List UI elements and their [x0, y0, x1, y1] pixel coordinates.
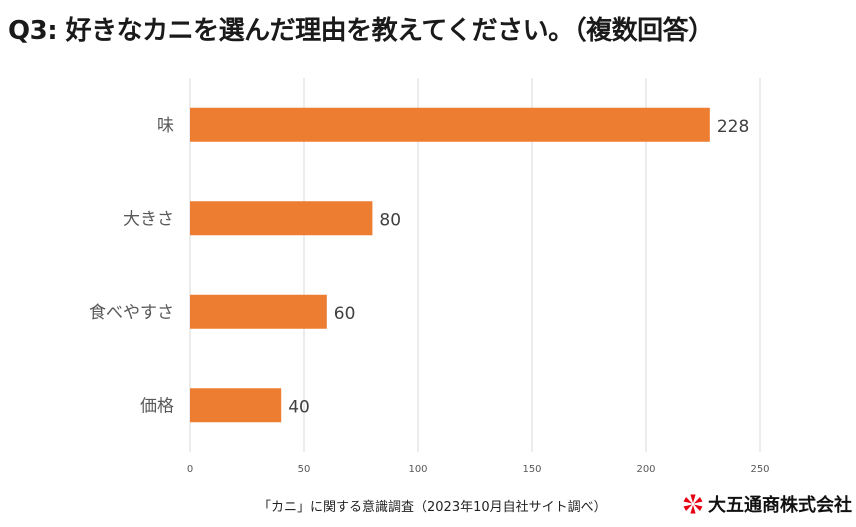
bar: [190, 388, 282, 423]
brand: 大五通商株式会社: [682, 491, 852, 517]
category-label: 味: [157, 116, 174, 136]
bar: [190, 107, 710, 142]
source-note: 「カニ」に関する意識調査（2023年10月自社サイト調べ）: [258, 500, 607, 515]
data-label: 228: [717, 117, 749, 137]
brand-name: 大五通商株式会社: [708, 495, 852, 516]
x-tick-label: 100: [408, 464, 427, 475]
x-tick-label: 150: [522, 464, 541, 475]
category-label: 食べやすさ: [89, 303, 174, 323]
brand-logo-icon: [683, 494, 703, 514]
data-label: 60: [334, 304, 356, 324]
data-label: 40: [288, 397, 310, 417]
x-tick-label: 50: [298, 464, 311, 475]
data-label: 80: [379, 210, 401, 230]
chart-title: Q3: 好きなカニを選んだ理由を教えてください。（複数回答）: [8, 16, 714, 46]
x-tick-label: 250: [750, 464, 769, 475]
category-label: 価格: [140, 396, 174, 416]
bar: [190, 201, 373, 236]
category-label: 大きさ: [123, 209, 174, 229]
bar: [190, 294, 327, 329]
x-tick-label: 200: [636, 464, 655, 475]
x-tick-label: 0: [187, 464, 193, 475]
